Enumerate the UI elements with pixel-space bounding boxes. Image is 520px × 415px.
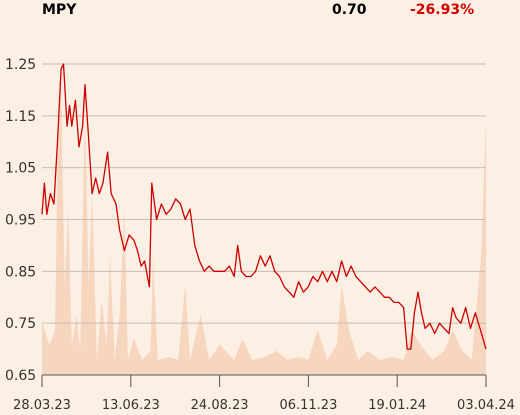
x-tick-label: 03.04.24 [457,398,515,413]
x-axis: 28.03.23 13.06.23 24.08.23 06.11.23 19.01.24… [13,374,515,413]
x-tick-label: 06.11.23 [279,398,337,413]
y-tick-label: 0.75 [5,316,36,332]
y-tick-label: 1.05 [5,161,36,177]
ticker-symbol: MPY [42,2,77,18]
price-line [41,63,487,350]
y-axis-ticks: 1.25 1.15 1.05 0.95 0.85 0.75 0.65 [5,57,36,384]
x-tick-label: 28.03.23 [13,398,71,413]
y-tick-label: 1.15 [5,109,36,125]
volume-area [42,89,486,375]
y-tick-label: 0.85 [5,264,36,280]
y-tick-label: 0.65 [5,368,36,384]
percent-change: -26.93% [410,2,475,18]
x-tick-label: 24.08.23 [191,398,249,413]
price-line-group [41,63,487,350]
volume-area-group [42,89,486,375]
x-tick-label: 13.06.23 [102,398,160,413]
x-tick-label: 19.01.24 [368,398,426,413]
y-tick-label: 0.95 [5,213,36,229]
y-tick-label: 1.25 [5,57,36,73]
last-price: 0.70 [332,2,367,18]
